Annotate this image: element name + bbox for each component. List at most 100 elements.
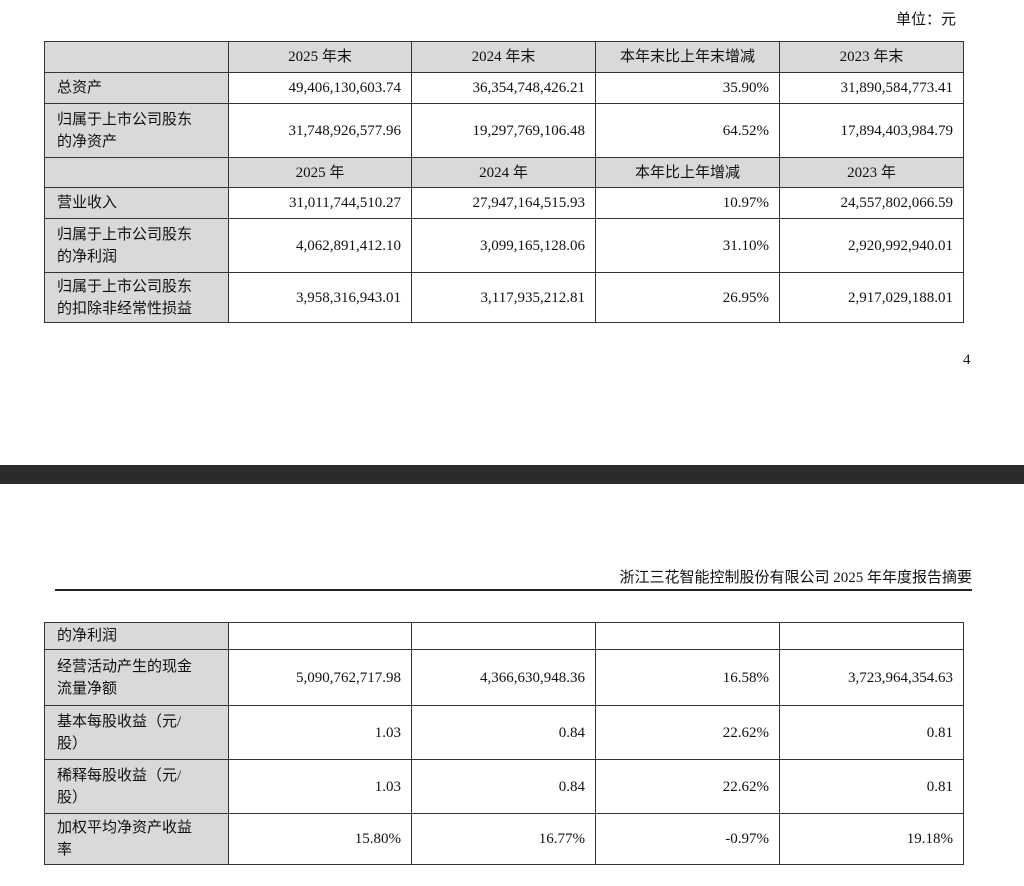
value-text: 3,117,935,212.81 [480,289,585,306]
label-line: 的净利润 [57,628,118,644]
value-cell: 1.03 [228,759,412,814]
label-line: 归属于上市公司股东 [57,111,193,128]
value-cell [411,622,596,650]
label-line: 的净资产 [57,133,118,150]
value-cell: 31.10% [595,218,780,273]
value-text: 2,917,029,188.01 [848,289,953,306]
value-text: 19,297,769,106.48 [472,122,586,139]
value-text: 36,354,748,426.21 [472,80,586,96]
header-cell: 2023 年 [779,157,964,188]
label-line: 稀释每股收益（元/ [57,767,182,784]
header-cell: 本年末比上年末增减 [595,41,780,73]
label-line: 率 [57,842,73,858]
value-cell: 3,958,316,943.01 [228,272,412,323]
value-text: 24,557,802,066.59 [840,195,954,211]
value-cell [779,622,964,650]
header-cell: 2024 年末 [411,41,596,73]
header-text: 本年比上年增减 [634,164,740,181]
value-cell: 4,366,630,948.36 [411,649,596,706]
value-cell: 31,890,584,773.41 [779,72,964,104]
value-cell: 5,090,762,717.98 [228,649,412,706]
header-cell: 本年比上年增减 [595,157,780,188]
value-cell: 0.81 [779,759,964,814]
value-cell: 36,354,748,426.21 [411,72,596,104]
value-text: 35.90% [722,80,769,96]
value-cell: 31,011,744,510.27 [228,187,412,219]
value-cell: 0.81 [779,705,964,760]
value-cell: 15.80% [228,813,412,865]
value-cell: 49,406,130,603.74 [228,72,412,104]
value-text: 1.03 [374,724,401,741]
value-cell: 2,917,029,188.01 [779,272,964,323]
label-line: 流量净额 [57,680,118,697]
header-text: 2025 年末 [288,49,352,65]
value-text: 16.77% [538,831,585,847]
value-text: 4,062,891,412.10 [296,237,401,254]
label-cell: 稀释每股收益（元/股） [44,759,229,814]
running-header: 浙江三花智能控制股份有限公司 2025 年年度报告摘要 [619,570,972,586]
value-text: 0.84 [558,778,585,795]
value-cell: 26.95% [595,272,780,323]
value-text: 17,894,403,984.79 [840,122,954,139]
value-cell [228,622,412,650]
value-text: 10.97% [722,195,769,211]
value-cell: 22.62% [595,759,780,814]
value-cell: 16.77% [411,813,596,865]
header-text: 本年末比上年末增减 [619,49,755,65]
label-cell: 经营活动产生的现金 流量净额 [44,649,229,706]
value-cell [595,622,780,650]
page-number: 4 [963,352,971,368]
label-cell: 加权平均净资产收益率 [44,813,229,865]
value-text: 31,748,926,577.96 [288,122,402,139]
value-cell: 2,920,992,940.01 [779,218,964,273]
value-text: 22.62% [722,778,769,795]
value-text: 49,406,130,603.74 [288,80,402,96]
value-cell: 31,748,926,577.96 [228,103,412,158]
label-cell: 的净利润 [44,622,229,650]
value-text: 16.58% [722,669,769,686]
label-line: 股） [57,789,88,806]
value-text: 31.10% [722,237,769,254]
value-cell: 22.62% [595,705,780,760]
header-text: 2023 年末 [839,49,904,65]
value-text: 1.03 [374,778,401,795]
label-cell: 营业收入 [44,187,229,219]
label-cell: 归属于上市公司股东 的净资产 [44,103,229,158]
label-line: 归属于上市公司股东 [57,226,193,243]
label-cell: 总资产 [44,72,229,104]
value-text: 0.81 [926,724,953,741]
value-cell: 0.84 [411,759,596,814]
header-cell: 2025 年末 [228,41,412,73]
value-text: 5,090,762,717.98 [296,669,401,686]
value-cell: 19.18% [779,813,964,865]
header-rule [55,589,972,591]
value-cell: 64.52% [595,103,780,158]
value-cell: 10.97% [595,187,780,219]
value-cell: 3,099,165,128.06 [411,218,596,273]
page-break [0,465,1024,484]
value-cell: 3,723,964,354.63 [779,649,964,706]
header-text: 2023 年 [847,164,896,181]
label-cell: 归属于上市公司股东 的扣除非经常性损益 [44,272,229,323]
header-cell: 2025 年 [228,157,412,188]
value-cell: 19,297,769,106.48 [411,103,596,158]
value-text: 26.95% [722,289,769,306]
value-text: 3,099,165,128.06 [480,237,585,254]
value-text: 0.81 [926,778,953,795]
label-cell [44,157,229,188]
label-line: 加权平均净资产收益 [57,820,193,836]
value-cell: 0.84 [411,705,596,760]
label-line: 经营活动产生的现金 [57,658,193,675]
label-line: 总资产 [57,80,103,96]
header-cell: 2024 年 [411,157,596,188]
value-text: 3,723,964,354.63 [848,669,953,686]
value-text: 2,920,992,940.01 [848,237,953,254]
value-text: 4,366,630,948.36 [480,669,585,686]
label-cell: 基本每股收益（元/股） [44,705,229,760]
header-cell: 2023 年末 [779,41,964,73]
value-text: 3,958,316,943.01 [296,289,401,306]
value-cell: -0.97% [595,813,780,865]
value-text: 22.62% [722,724,769,741]
value-text: 27,947,164,515.93 [472,195,586,211]
